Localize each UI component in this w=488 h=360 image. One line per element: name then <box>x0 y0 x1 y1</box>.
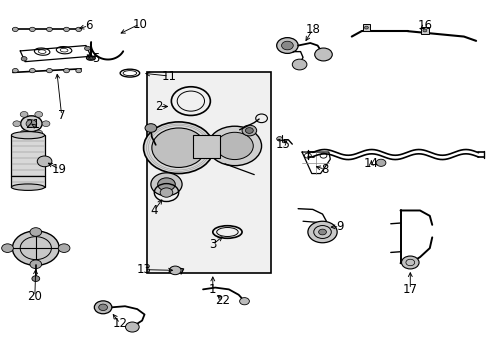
Circle shape <box>13 121 20 127</box>
Circle shape <box>20 130 28 136</box>
Circle shape <box>422 29 426 32</box>
Text: 10: 10 <box>132 18 147 31</box>
Text: 12: 12 <box>112 317 127 330</box>
Circle shape <box>245 128 253 134</box>
Text: 22: 22 <box>215 294 229 307</box>
Circle shape <box>145 124 157 132</box>
Bar <box>420 27 428 34</box>
Bar <box>193 135 220 158</box>
Ellipse shape <box>88 57 93 59</box>
Circle shape <box>20 116 42 132</box>
Circle shape <box>276 136 282 141</box>
Text: 2: 2 <box>155 100 163 113</box>
Text: 4: 4 <box>150 204 158 217</box>
Circle shape <box>63 27 69 32</box>
Circle shape <box>76 68 81 73</box>
Circle shape <box>20 112 28 117</box>
Ellipse shape <box>11 132 44 139</box>
Text: 7: 7 <box>58 109 65 122</box>
Text: 19: 19 <box>52 163 66 176</box>
Circle shape <box>63 68 69 73</box>
Text: 17: 17 <box>402 283 417 296</box>
Circle shape <box>276 38 298 53</box>
Text: 14: 14 <box>363 157 378 170</box>
Circle shape <box>239 298 249 305</box>
Text: 5: 5 <box>92 51 99 64</box>
Circle shape <box>29 27 35 32</box>
Circle shape <box>169 266 181 275</box>
Text: 11: 11 <box>161 69 176 82</box>
Bar <box>147 72 271 273</box>
Circle shape <box>160 188 172 197</box>
Circle shape <box>151 173 182 196</box>
Circle shape <box>35 112 42 117</box>
Circle shape <box>84 46 90 50</box>
Circle shape <box>30 228 41 236</box>
Circle shape <box>143 122 213 174</box>
Circle shape <box>21 57 27 61</box>
Text: 9: 9 <box>335 220 343 233</box>
Text: 15: 15 <box>276 138 290 150</box>
Circle shape <box>99 304 107 311</box>
Circle shape <box>12 231 59 265</box>
Ellipse shape <box>86 56 95 60</box>
Text: 18: 18 <box>305 23 320 36</box>
Text: 8: 8 <box>321 163 328 176</box>
Circle shape <box>12 27 18 32</box>
Circle shape <box>76 27 81 32</box>
Circle shape <box>125 322 139 332</box>
Circle shape <box>364 26 367 29</box>
Text: 3: 3 <box>209 238 216 251</box>
Circle shape <box>46 68 52 73</box>
Circle shape <box>242 125 256 136</box>
Text: 21: 21 <box>25 118 40 131</box>
Circle shape <box>292 59 306 70</box>
Bar <box>11 135 44 187</box>
Circle shape <box>94 301 112 314</box>
Bar <box>362 24 369 31</box>
Circle shape <box>281 41 293 50</box>
Circle shape <box>314 48 331 61</box>
Circle shape <box>207 126 261 166</box>
Circle shape <box>307 221 336 243</box>
Circle shape <box>158 178 175 191</box>
Circle shape <box>46 27 52 32</box>
Circle shape <box>30 260 41 269</box>
Text: 1: 1 <box>209 283 216 296</box>
Ellipse shape <box>11 184 44 190</box>
Text: 6: 6 <box>84 19 92 32</box>
Circle shape <box>12 68 18 73</box>
Text: 16: 16 <box>417 19 431 32</box>
Circle shape <box>26 120 37 128</box>
Circle shape <box>37 156 52 167</box>
Circle shape <box>401 256 418 269</box>
Circle shape <box>318 229 326 235</box>
Circle shape <box>1 244 13 252</box>
Circle shape <box>58 244 70 252</box>
Circle shape <box>32 276 40 282</box>
Circle shape <box>216 132 253 159</box>
Text: 20: 20 <box>27 290 42 303</box>
Text: 13: 13 <box>137 263 152 276</box>
Circle shape <box>42 121 50 127</box>
Circle shape <box>29 68 35 73</box>
Circle shape <box>152 128 205 167</box>
Circle shape <box>35 130 42 136</box>
Circle shape <box>375 159 385 166</box>
